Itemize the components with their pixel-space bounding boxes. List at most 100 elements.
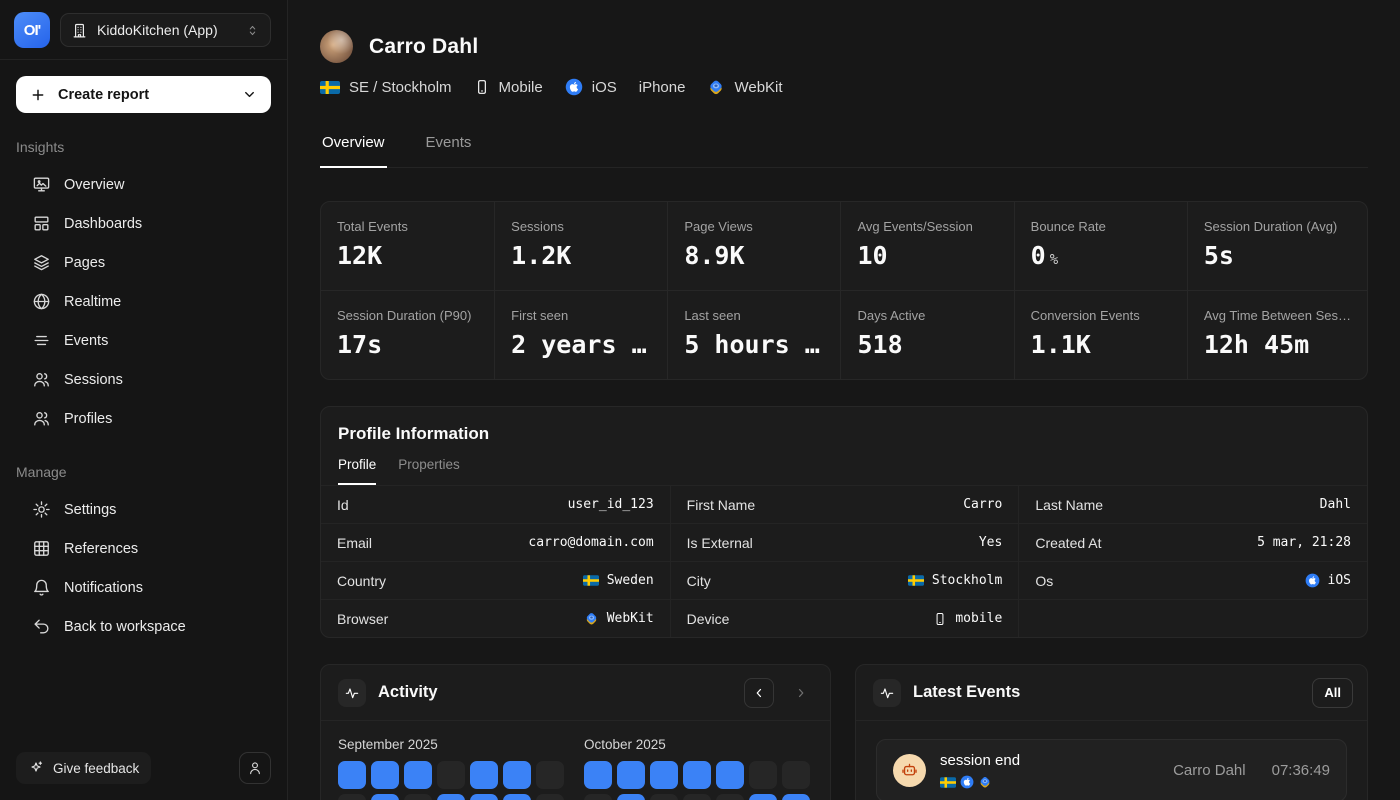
cell-is-external: Is External Yes [669,523,1019,561]
all-events-filter-button[interactable]: All [1312,677,1353,708]
heatmap-day-cell [716,761,744,789]
create-report-label: Create report [58,86,150,103]
stat-bounce-rate: Bounce Rate 0% [1013,202,1187,290]
app-logo: OI' [14,12,50,48]
plus-icon [30,87,46,103]
nav-section-title-manage: Manage [16,464,67,480]
heatmap-day-cell [404,794,432,800]
sidebar-item-label: References [64,540,139,557]
heatmap-day-cell [437,794,465,800]
page-title: Carro Dahl [369,34,479,58]
bell-icon [32,578,51,597]
heatmap-day-cell [371,794,399,800]
smartphone-icon [933,612,947,626]
sidebar-item-realtime[interactable]: Realtime [16,282,271,321]
sidebar-item-references[interactable]: References [16,529,271,568]
event-list-item[interactable]: session end Carro Dahl 07:36:49 [876,739,1347,800]
tab-events[interactable]: Events [425,134,472,151]
heatmap-day-cell [338,794,366,800]
profile-header: Carro Dahl SE / Stockholm Mobile iOS iPh… [320,30,1368,96]
stat-sessions: Sessions 1.2K [494,202,667,290]
heatmap-day-cell [536,794,564,800]
heatmap-month: September 2025 [338,737,564,800]
user-icon [247,760,263,776]
sidebar-item-back-to-workspace[interactable]: Back to workspace [16,607,271,646]
stat-session-duration-p90: Session Duration (P90) 17s [321,290,495,379]
sidebar: OI' KiddoKitchen (App) Create report [0,0,288,800]
sidebar-item-settings[interactable]: Settings [16,490,271,529]
gear-icon [32,500,51,519]
heatmap-day-cell [782,761,810,789]
tab-profile[interactable]: Profile [338,457,377,485]
heatmap-day-cell [470,794,498,800]
activity-pulse-icon [338,678,366,707]
meta-browser-label: WebKit [734,78,783,96]
profile-meta: SE / Stockholm Mobile iOS iPhone WebKit [320,78,1368,96]
account-button[interactable] [239,752,271,784]
sidebar-nav: Create report Insights Overview Dashboar… [0,60,287,738]
event-time: 07:36:49 [1271,762,1330,779]
sidebar-item-sessions[interactable]: Sessions [16,360,271,399]
heatmap-day-cell [749,794,777,800]
sidebar-item-profiles[interactable]: Profiles [16,399,271,438]
give-feedback-button[interactable]: Give feedback [16,752,152,784]
give-feedback-label: Give feedback [53,760,140,776]
heatmap-day-cell [470,761,498,789]
latest-events-list: session end Carro Dahl 07:36:49 [856,721,1367,800]
stat-first-seen: First seen 2 years … [494,290,668,379]
create-report-button[interactable]: Create report [16,76,271,113]
nav-section-title-insights: Insights [16,139,65,155]
page-tabs: Overview Events [320,134,1368,168]
webkit-icon [584,611,599,626]
chevrons-up-down-icon [245,23,260,38]
sidebar-item-dashboards[interactable]: Dashboards [16,204,271,243]
cell-id: Id user_id_123 [321,485,670,523]
project-selector[interactable]: KiddoKitchen (App) [60,13,271,47]
activity-title: Activity [378,683,438,701]
cell-device: Device mobile [669,599,1019,637]
sidebar-item-label: Profiles [64,410,113,427]
sidebar-item-events[interactable]: Events [16,321,271,360]
cell-empty [1018,599,1367,637]
sparkles-icon [28,760,44,776]
heatmap-day-cell [683,761,711,789]
meta-browser: WebKit [707,78,783,96]
cell-city: City Stockholm [669,561,1019,599]
activity-heatmap-september [338,761,564,800]
activity-pulse-icon [873,678,901,707]
sweden-flag-icon [940,776,956,788]
sessions-users-icon [32,370,51,389]
heatmap-day-cell [338,761,366,789]
tab-overview[interactable]: Overview [320,134,387,168]
next-month-button[interactable] [786,678,816,708]
grid-icon [32,539,51,558]
sidebar-item-label: Pages [64,254,106,271]
cell-created-at: Created At 5 mar, 21:28 [1018,523,1367,561]
sidebar-item-overview[interactable]: Overview [16,165,271,204]
event-name: session end [940,752,1021,769]
apple-ios-icon [960,775,974,789]
table-row: Browser WebKit Device mobile [321,599,1367,637]
meta-os-label: iOS [591,78,617,96]
activity-heatmaps: September 2025 October 2025 [321,721,830,800]
sidebar-item-notifications[interactable]: Notifications [16,568,271,607]
stats-grid: Total Events 12K Sessions 1.2K Page Views 8… [320,201,1368,380]
tab-properties[interactable]: Properties [398,457,460,472]
sidebar-item-pages[interactable]: Pages [16,243,271,282]
sidebar-item-label: Notifications [64,579,143,596]
sidebar-item-label: Back to workspace [64,618,186,635]
sidebar-item-label: Overview [64,176,125,193]
pages-icon [32,253,51,272]
sidebar-item-label: Sessions [64,371,123,388]
cell-os: Os iOS [1018,561,1367,599]
stat-days-active: Days Active 518 [840,290,1014,379]
heatmap-day-cell [536,761,564,789]
heatmap-month-label: October 2025 [584,737,666,752]
heatmap-day-cell [503,794,531,800]
table-row: Id user_id_123 First Name Carro Last Name D… [321,485,1367,523]
webkit-icon [707,78,725,96]
prev-month-button[interactable] [744,677,774,708]
stat-total-events: Total Events 12K [337,219,408,270]
chevron-down-icon[interactable] [242,87,257,102]
